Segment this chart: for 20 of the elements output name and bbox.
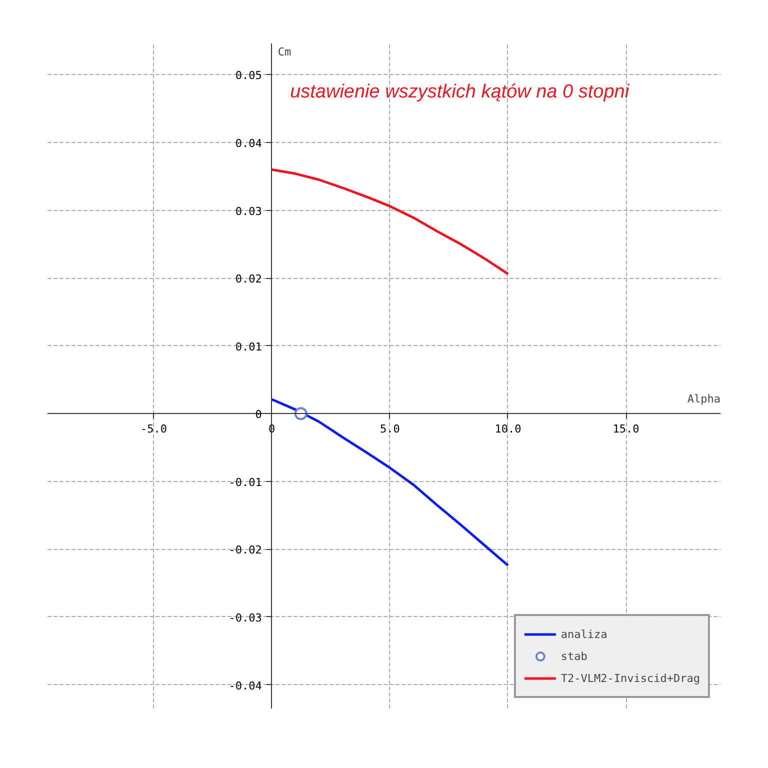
x-tick-label: -5.0 — [140, 422, 168, 436]
y-tick-label: -0.04 — [228, 679, 262, 692]
y-tick-label: -0.03 — [228, 611, 262, 624]
y-axis-title: Cm — [278, 46, 292, 58]
annotation: ustawienie wszystkich kątów na 0 stopni — [290, 82, 630, 102]
x-axis-title: Alpha — [687, 392, 721, 406]
y-tick-label: 0.05 — [235, 69, 262, 82]
legend-label: stab — [560, 650, 588, 662]
y-tick-label: 0.03 — [235, 204, 262, 218]
legend-label: T2-VLM2-Inviscid+Drag — [560, 672, 700, 684]
y-tick-label: 0.01 — [235, 340, 262, 354]
x-tick-label: 10.0 — [494, 422, 522, 436]
y-tick-label: 0.04 — [235, 136, 262, 150]
y-tick-label: 0.02 — [235, 272, 262, 286]
y-tick-label: -0.01 — [228, 476, 262, 489]
legend-label: analiza — [560, 628, 608, 640]
line-series — [270, 168, 510, 276]
x-tick-label: 5.0 — [380, 422, 400, 436]
y-tick-label: -0.02 — [228, 544, 262, 557]
x-tick-label: 15.0 — [612, 422, 640, 436]
